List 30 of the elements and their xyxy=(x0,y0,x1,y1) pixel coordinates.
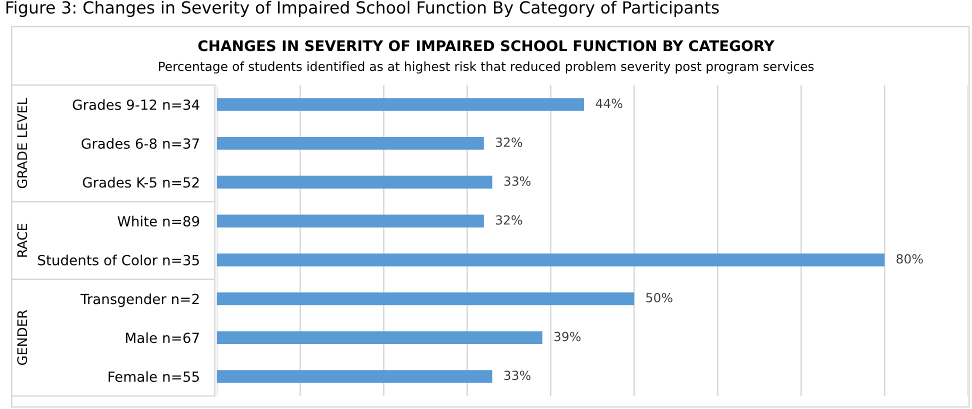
bar xyxy=(216,98,584,111)
bar xyxy=(216,254,885,266)
bar xyxy=(216,214,484,228)
text: RACE xyxy=(17,224,28,257)
data-label: 32% xyxy=(496,215,522,225)
bar xyxy=(216,292,634,306)
bar xyxy=(216,331,542,344)
caption: Figure 3: Changes in Severity of Impaired School Function By Category of Participants xyxy=(6,0,719,17)
text: GRADE LEVEL xyxy=(17,98,28,188)
bar xyxy=(216,370,492,383)
y-tick-label: White n=89 xyxy=(118,216,200,227)
y-tick-label: Grades K-5 n=52 xyxy=(82,176,199,188)
chart-title: CHANGES IN SEVERITY OF IMPAIRED SCHOOL FUNCTION BY CATEGORY xyxy=(198,40,775,52)
data-label: 50% xyxy=(646,292,672,302)
chart-subtitle: Percentage of students identified as at highest risk that reduced problem severity post program services xyxy=(159,61,814,74)
text: GENDER xyxy=(17,310,28,365)
y-tick-label: Grades 9-12 n=34 xyxy=(72,99,200,110)
y-tick-label: Transgender n=2 xyxy=(80,294,199,307)
y-tick-label: Female n=55 xyxy=(108,371,199,382)
data-label: 80% xyxy=(896,254,923,264)
data-label: 33% xyxy=(504,176,530,186)
y-tick-label: Grades 6-8 n=37 xyxy=(82,138,199,149)
y-tick-label: Male n=67 xyxy=(126,332,199,344)
data-label: 33% xyxy=(504,370,530,380)
bar xyxy=(216,176,492,189)
y-tick-label: Students of Color n=35 xyxy=(38,254,199,266)
bar xyxy=(216,136,484,150)
data-label: 44% xyxy=(596,98,622,108)
data-label: 32% xyxy=(496,138,522,147)
data-label: 39% xyxy=(554,332,581,342)
